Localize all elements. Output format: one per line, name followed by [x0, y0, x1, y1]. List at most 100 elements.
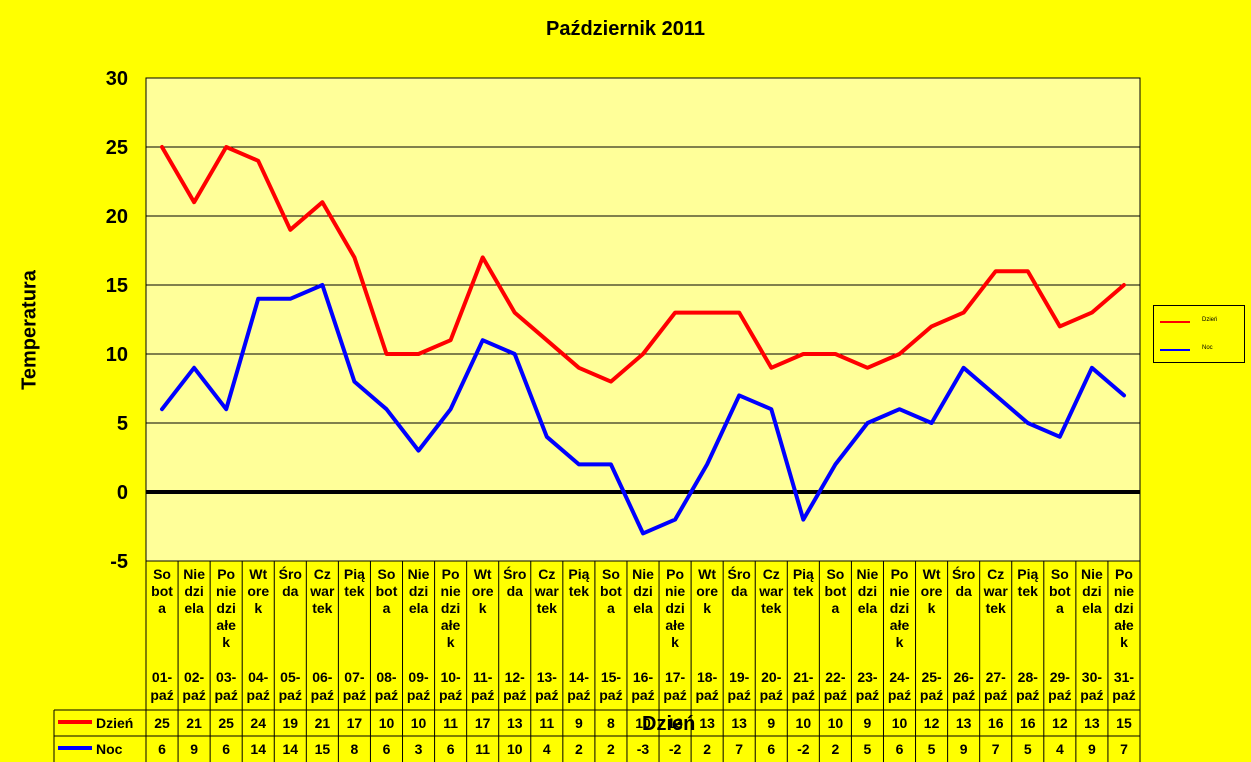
table-value: 10 [828, 715, 844, 731]
y-tick-label: -5 [110, 551, 128, 573]
x-tick-day-label: war [758, 583, 784, 599]
x-tick-date-label: paź [311, 687, 334, 703]
chart-title: Październik 2011 [546, 18, 705, 40]
x-tick-date-label: paź [439, 687, 462, 703]
legend-label-night: Noc [1202, 345, 1213, 351]
x-tick-date-label: paź [407, 687, 430, 703]
table-value: 21 [186, 715, 202, 731]
x-tick-day-label: k [896, 634, 904, 650]
x-tick-day-label: So [826, 566, 844, 582]
x-tick-day-label: a [831, 600, 839, 616]
table-value: 9 [190, 741, 198, 757]
table-value: 17 [475, 715, 491, 731]
y-tick-label: 15 [106, 275, 128, 297]
x-tick-day-label: a [383, 600, 391, 616]
series-line-day [160, 145, 1126, 384]
x-tick-date-label: paź [471, 687, 494, 703]
x-tick-date-label: 11- [473, 669, 493, 685]
x-tick-day-label: nie [1114, 583, 1134, 599]
x-tick-date-label: paź [1080, 687, 1103, 703]
x-tick-date-label: paź [824, 687, 847, 703]
x-tick-day-label: Cz [314, 566, 331, 582]
x-tick-date-label: paź [888, 687, 911, 703]
x-tick-day-label: k [928, 600, 936, 616]
x-tick-day-label: Pią [568, 566, 589, 582]
x-tick-day-label: da [955, 583, 972, 599]
x-tick-day-label: bot [151, 583, 173, 599]
x-tick-date-label: paź [728, 687, 751, 703]
x-tick-date-label: paź [279, 687, 302, 703]
x-tick-day-label: k [447, 634, 455, 650]
x-tick-date-label: 19- [729, 669, 750, 685]
table-value: 2 [703, 741, 711, 757]
table-value: 9 [767, 715, 775, 731]
table-value: 7 [992, 741, 1000, 757]
x-tick-day-label: dzi [216, 600, 235, 616]
x-tick-day-label: ore [472, 583, 494, 599]
x-tick-date-label: 22- [825, 669, 846, 685]
x-tick-date-label: paź [1048, 687, 1071, 703]
x-tick-day-label: So [153, 566, 171, 582]
table-value: 7 [735, 741, 743, 757]
table-value: 15 [315, 741, 331, 757]
x-tick-day-label: nie [216, 583, 236, 599]
table-value: 19 [283, 715, 299, 731]
x-tick-day-label: ałe [890, 617, 910, 633]
x-tick-day-label: da [731, 583, 748, 599]
x-tick-date-label: 08- [376, 669, 397, 685]
x-tick-date-label: paź [503, 687, 526, 703]
x-tick-day-label: tek [312, 600, 332, 616]
table-value: 10 [379, 715, 395, 731]
x-tick-date-label: 17- [665, 669, 686, 685]
x-tick-date-label: 27- [986, 669, 1007, 685]
x-tick-date-label: paź [1112, 687, 1135, 703]
table-value: 17 [347, 715, 363, 731]
x-tick-day-label: nie [889, 583, 909, 599]
y-tick-label: 25 [106, 137, 128, 159]
x-tick-day-label: a [158, 600, 166, 616]
x-tick-date-label: 12- [505, 669, 526, 685]
x-axis-title: Dzień [642, 713, 696, 735]
table-value: 10 [635, 715, 651, 731]
x-tick-day-label: tek [761, 600, 781, 616]
x-tick-day-label: dzi [1082, 583, 1101, 599]
x-tick-day-label: ore [696, 583, 718, 599]
y-tick-label: 5 [117, 413, 128, 435]
x-tick-day-label: Nie [632, 566, 654, 582]
x-tick-day-label: Pią [1017, 566, 1038, 582]
x-tick-day-label: Śro [279, 565, 302, 582]
x-tick-day-label: Nie [1081, 566, 1103, 582]
x-tick-date-label: 16- [633, 669, 654, 685]
x-tick-date-label: 21- [793, 669, 814, 685]
x-tick-date-label: 01- [152, 669, 173, 685]
x-tick-day-label: bot [376, 583, 398, 599]
x-tick-day-label: ela [184, 600, 204, 616]
x-tick-day-label: a [607, 600, 615, 616]
x-tick-date-label: 20- [761, 669, 782, 685]
x-tick-day-label: dzi [1114, 600, 1133, 616]
x-tick-date-label: 18- [697, 669, 718, 685]
x-tick-date-label: 07- [344, 669, 365, 685]
x-tick-day-label: war [534, 583, 560, 599]
x-tick-day-label: tek [569, 583, 589, 599]
x-tick-day-label: tek [793, 583, 813, 599]
table-value: 10 [796, 715, 812, 731]
x-tick-date-label: 30- [1082, 669, 1103, 685]
table-value: 6 [767, 741, 775, 757]
plot-area [145, 77, 1141, 562]
table-value: 14 [283, 741, 299, 757]
table-value: 3 [415, 741, 423, 757]
x-tick-date-label: 13- [537, 669, 558, 685]
table-value: 13 [699, 715, 715, 731]
x-tick-date-label: paź [535, 687, 558, 703]
x-tick-day-label: ałe [665, 617, 685, 633]
x-tick-day-label: nie [665, 583, 685, 599]
table-value: 9 [1088, 741, 1096, 757]
x-tick-day-label: Pią [793, 566, 814, 582]
table-value: 6 [158, 741, 166, 757]
table-value: 24 [250, 715, 266, 731]
x-tick-date-label: 02- [184, 669, 205, 685]
table-value: 13 [956, 715, 972, 731]
x-tick-day-label: k [479, 600, 487, 616]
x-tick-day-label: ałe [1114, 617, 1134, 633]
